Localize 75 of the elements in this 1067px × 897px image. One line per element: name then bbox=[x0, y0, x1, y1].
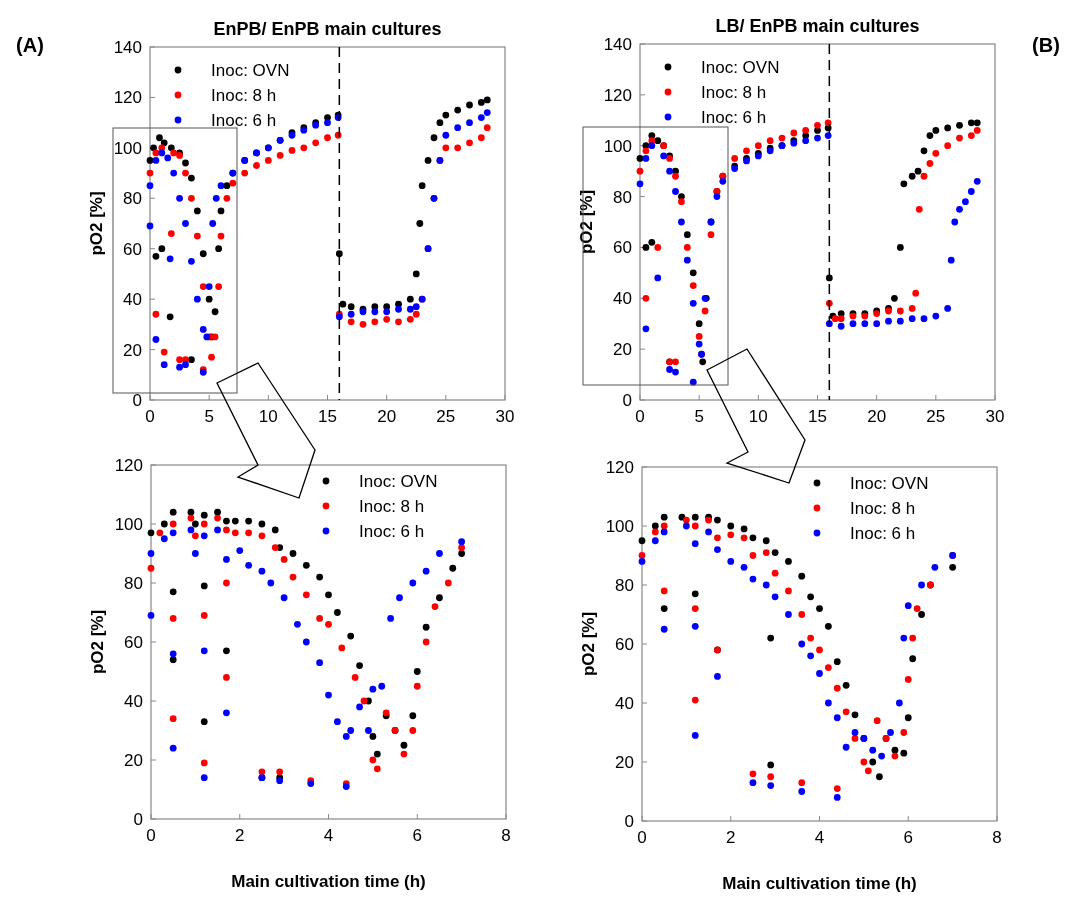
legend-label: Inoc: 6 h bbox=[211, 110, 277, 130]
x-tick-label: 0 bbox=[146, 826, 156, 845]
y-axis-title: pO2 [%] bbox=[88, 609, 107, 675]
x-tick-label: 20 bbox=[377, 407, 397, 426]
y-axis-title: pO2 [%] bbox=[87, 191, 106, 256]
legend-label: Inoc: OVN bbox=[701, 57, 780, 77]
x-tick-label: 2 bbox=[726, 828, 736, 847]
y-tick-label: 0 bbox=[133, 809, 143, 829]
y-tick-label: 120 bbox=[113, 88, 142, 108]
x-tick-label: 0 bbox=[145, 407, 155, 426]
x-tick-label: 30 bbox=[985, 407, 1005, 426]
y-tick-label: 20 bbox=[613, 340, 632, 360]
x-tick-label: 25 bbox=[926, 407, 946, 426]
x-tick-label: 4 bbox=[323, 826, 334, 845]
x-tick-label: 0 bbox=[637, 828, 647, 847]
y-tick-label: 80 bbox=[123, 189, 142, 209]
x-tick-label: 10 bbox=[258, 407, 278, 426]
text: (B) bbox=[1032, 34, 1060, 56]
x-tick-label: 8 bbox=[992, 828, 1002, 847]
x-axis-title: Main cultivation time (h) bbox=[231, 872, 426, 891]
legend-label: Inoc: 6 h bbox=[359, 521, 425, 541]
chart-title: LB/ EnPB main cultures bbox=[715, 16, 920, 36]
chart-title: EnPB/ EnPB main cultures bbox=[213, 19, 442, 39]
y-axis-title: pO2 [%] bbox=[579, 611, 598, 677]
y-tick-label: 40 bbox=[124, 691, 143, 711]
legend-label: Inoc: OVN bbox=[359, 471, 438, 491]
y-tick-label: 140 bbox=[603, 34, 632, 54]
legend-label: Inoc: 8 h bbox=[211, 85, 277, 105]
y-tick-label: 120 bbox=[114, 455, 143, 475]
y-tick-label: 100 bbox=[605, 516, 634, 536]
legend-label: Inoc: OVN bbox=[211, 60, 290, 80]
x-tick-label: 15 bbox=[318, 407, 337, 426]
y-tick-label: 80 bbox=[613, 187, 632, 207]
x-tick-label: 4 bbox=[814, 828, 825, 847]
y-tick-label: 100 bbox=[113, 138, 142, 158]
x-tick-label: 10 bbox=[748, 407, 768, 426]
x-tick-label: 5 bbox=[694, 407, 704, 426]
x-tick-label: 20 bbox=[867, 407, 887, 426]
y-tick-label: 20 bbox=[615, 752, 634, 772]
legend-label: Inoc: 8 h bbox=[701, 82, 767, 102]
y-tick-label: 100 bbox=[603, 136, 632, 156]
legend-label: Inoc: 6 h bbox=[850, 523, 916, 543]
y-tick-label: 120 bbox=[603, 85, 632, 105]
y-tick-label: 80 bbox=[615, 575, 634, 595]
legend-label: Inoc: 6 h bbox=[701, 107, 767, 127]
legend-label: Inoc: 8 h bbox=[359, 496, 425, 516]
y-tick-label: 0 bbox=[624, 811, 634, 831]
y-tick-label: 120 bbox=[605, 457, 634, 477]
y-tick-label: 0 bbox=[622, 390, 632, 410]
y-tick-label: 40 bbox=[613, 289, 632, 309]
y-tick-label: 20 bbox=[123, 340, 142, 360]
x-axis-title: Main cultivation time (h) bbox=[722, 874, 917, 893]
y-tick-label: 60 bbox=[615, 634, 634, 654]
x-tick-label: 15 bbox=[808, 407, 827, 426]
y-tick-label: 0 bbox=[132, 390, 142, 410]
x-tick-label: 8 bbox=[501, 826, 511, 845]
x-tick-label: 5 bbox=[204, 407, 214, 426]
y-tick-label: 140 bbox=[113, 37, 142, 57]
legend-label: Inoc: OVN bbox=[850, 473, 929, 493]
x-tick-label: 6 bbox=[903, 828, 913, 847]
y-tick-label: 60 bbox=[613, 238, 632, 258]
x-tick-label: 2 bbox=[235, 826, 245, 845]
x-tick-label: 30 bbox=[495, 407, 515, 426]
y-tick-label: 40 bbox=[123, 290, 142, 310]
legend-label: Inoc: 8 h bbox=[850, 498, 916, 518]
y-tick-label: 60 bbox=[124, 632, 143, 652]
y-tick-label: 100 bbox=[114, 514, 143, 534]
y-tick-label: 80 bbox=[124, 573, 143, 593]
x-tick-label: 25 bbox=[436, 407, 456, 426]
y-tick-label: 20 bbox=[124, 750, 143, 770]
y-axis-title: pO2 [%] bbox=[577, 189, 596, 255]
y-tick-label: 40 bbox=[615, 693, 634, 713]
x-tick-label: 6 bbox=[412, 826, 422, 845]
y-tick-label: 60 bbox=[123, 239, 142, 259]
text: (A) bbox=[16, 34, 44, 56]
